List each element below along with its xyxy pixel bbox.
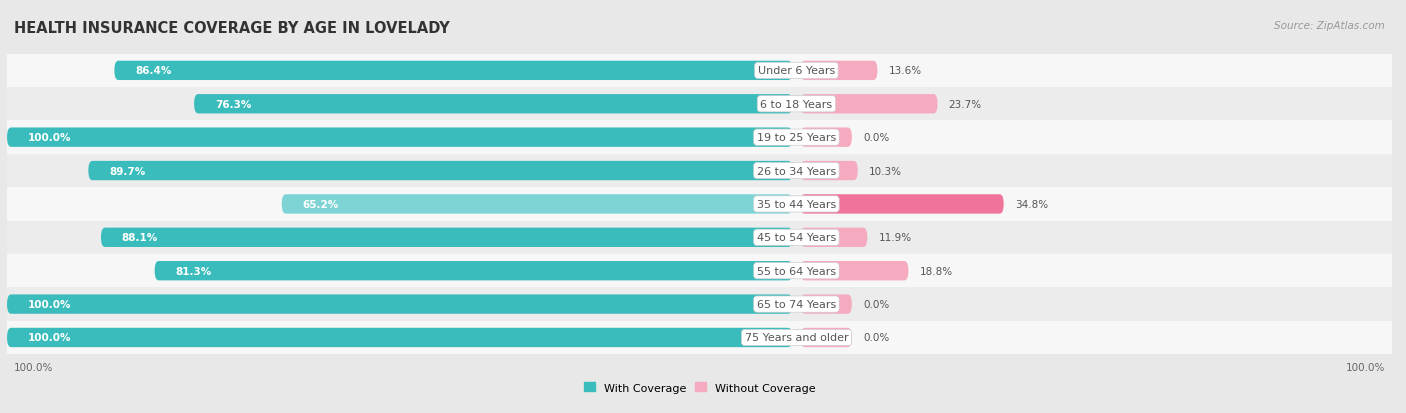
FancyBboxPatch shape xyxy=(194,95,792,114)
Text: 100.0%: 100.0% xyxy=(28,333,72,343)
FancyBboxPatch shape xyxy=(89,161,792,181)
Text: 65 to 74 Years: 65 to 74 Years xyxy=(756,299,837,309)
Text: 19 to 25 Years: 19 to 25 Years xyxy=(756,133,837,143)
Text: Under 6 Years: Under 6 Years xyxy=(758,66,835,76)
Text: 18.8%: 18.8% xyxy=(920,266,953,276)
Bar xyxy=(7,55,1392,88)
FancyBboxPatch shape xyxy=(7,128,792,147)
Bar xyxy=(7,188,1392,221)
Text: 0.0%: 0.0% xyxy=(863,133,889,143)
Text: 81.3%: 81.3% xyxy=(176,266,212,276)
Text: 76.3%: 76.3% xyxy=(215,100,252,109)
Text: 0.0%: 0.0% xyxy=(863,333,889,343)
Text: 89.7%: 89.7% xyxy=(110,166,145,176)
Text: 55 to 64 Years: 55 to 64 Years xyxy=(756,266,837,276)
Bar xyxy=(7,88,1392,121)
Text: 6 to 18 Years: 6 to 18 Years xyxy=(761,100,832,109)
FancyBboxPatch shape xyxy=(800,62,877,81)
Text: 65.2%: 65.2% xyxy=(302,199,339,209)
FancyBboxPatch shape xyxy=(155,261,792,281)
Text: 35 to 44 Years: 35 to 44 Years xyxy=(756,199,837,209)
Bar xyxy=(7,154,1392,188)
FancyBboxPatch shape xyxy=(800,95,938,114)
FancyBboxPatch shape xyxy=(800,261,908,281)
Text: HEALTH INSURANCE COVERAGE BY AGE IN LOVELADY: HEALTH INSURANCE COVERAGE BY AGE IN LOVE… xyxy=(14,21,450,36)
Text: 100.0%: 100.0% xyxy=(28,133,72,143)
Bar xyxy=(7,121,1392,154)
Bar xyxy=(7,254,1392,288)
Bar xyxy=(7,321,1392,354)
FancyBboxPatch shape xyxy=(800,195,1004,214)
Text: 88.1%: 88.1% xyxy=(122,233,157,243)
Text: 11.9%: 11.9% xyxy=(879,233,911,243)
FancyBboxPatch shape xyxy=(800,128,852,147)
Text: 0.0%: 0.0% xyxy=(863,299,889,309)
Text: 100.0%: 100.0% xyxy=(1346,362,1385,372)
FancyBboxPatch shape xyxy=(7,295,792,314)
FancyBboxPatch shape xyxy=(101,228,792,247)
Text: 26 to 34 Years: 26 to 34 Years xyxy=(756,166,837,176)
Text: 10.3%: 10.3% xyxy=(869,166,901,176)
FancyBboxPatch shape xyxy=(800,161,858,181)
FancyBboxPatch shape xyxy=(281,195,792,214)
FancyBboxPatch shape xyxy=(800,295,852,314)
Text: 23.7%: 23.7% xyxy=(949,100,981,109)
Bar xyxy=(7,288,1392,321)
Bar xyxy=(7,221,1392,254)
Text: 86.4%: 86.4% xyxy=(135,66,172,76)
Text: 34.8%: 34.8% xyxy=(1015,199,1047,209)
Text: 100.0%: 100.0% xyxy=(14,362,53,372)
FancyBboxPatch shape xyxy=(114,62,792,81)
Text: 45 to 54 Years: 45 to 54 Years xyxy=(756,233,837,243)
FancyBboxPatch shape xyxy=(7,328,792,347)
FancyBboxPatch shape xyxy=(800,328,852,347)
FancyBboxPatch shape xyxy=(800,228,868,247)
Text: 75 Years and older: 75 Years and older xyxy=(745,333,848,343)
Text: 13.6%: 13.6% xyxy=(889,66,921,76)
Text: Source: ZipAtlas.com: Source: ZipAtlas.com xyxy=(1274,21,1385,31)
Legend: With Coverage, Without Coverage: With Coverage, Without Coverage xyxy=(579,378,820,397)
Text: 100.0%: 100.0% xyxy=(28,299,72,309)
